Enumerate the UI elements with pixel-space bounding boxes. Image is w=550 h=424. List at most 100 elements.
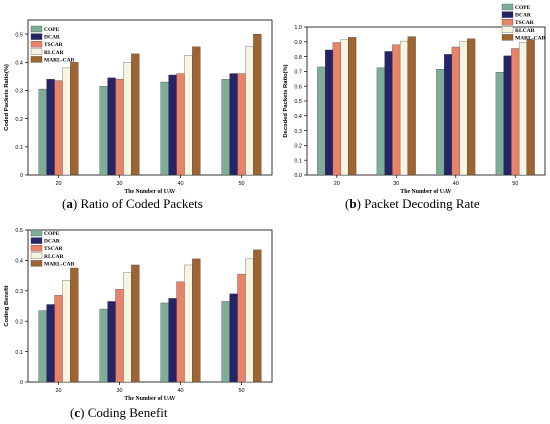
- bar-dcar-40: [168, 298, 177, 383]
- y-tick-label: 0.2: [15, 319, 23, 325]
- chart-b: 0.0 0.1 0.2 0.3 0.4 0.5 0.6 0.7 0.8 0.9 1.0 20 30 40 5…: [283, 3, 547, 195]
- y-tick-label: 0.1: [15, 145, 23, 151]
- bar-rlcar-40: [184, 55, 193, 176]
- legend-label-cope: COPE: [44, 231, 60, 237]
- y-tick-label: 0.2: [294, 144, 302, 150]
- x-tick-label: 40: [177, 181, 183, 187]
- y-tick-label: 0.3: [15, 89, 23, 95]
- y-tick-label: 0.4: [294, 114, 302, 120]
- bar-marl-car-30: [131, 53, 140, 176]
- bar-rlcar-20: [62, 280, 71, 383]
- legend-label-cope: COPE: [44, 27, 60, 33]
- bar-tscar-20: [54, 295, 63, 383]
- bar-rlcar-40: [184, 264, 193, 383]
- bar-cope-30: [99, 86, 108, 176]
- bar-tscar-40: [176, 281, 185, 383]
- bar-rlcar-50: [245, 46, 254, 176]
- bar-cope-40: [436, 69, 445, 176]
- bar-tscar-20: [54, 80, 63, 176]
- y-tick-label: 0.0: [294, 173, 302, 179]
- legend-swatch-marl-car: [30, 56, 43, 63]
- x-axis-label: The Number of UAV: [124, 396, 176, 402]
- bar-cope-40: [160, 302, 169, 383]
- caption-a: (a) Ratio of Coded Packets: [62, 196, 203, 211]
- x-tick-label: 50: [238, 181, 244, 187]
- legend-swatch-cope: [30, 229, 43, 237]
- chart-c: 0 0.1 0.2 0.3 0.4 0.5 20 30 40 50 The Number of UA…: [4, 228, 273, 402]
- bar-tscar-50: [237, 73, 246, 176]
- bar-rlcar-40: [459, 41, 468, 176]
- bar-dcar-20: [324, 49, 334, 176]
- bar-dcar-30: [107, 77, 116, 176]
- bar-cope-30: [376, 67, 385, 176]
- bar-dcar-40: [443, 54, 453, 176]
- legend-swatch-rlcar: [30, 252, 43, 259]
- y-tick-label: 0.9: [294, 40, 302, 46]
- bar-dcar-20: [46, 304, 55, 383]
- legend-swatch-rlcar: [501, 26, 514, 33]
- bar-cope-20: [38, 88, 47, 176]
- legend-label-tscar: TSCAR: [44, 246, 64, 252]
- legend-swatch-tscar: [30, 41, 43, 48]
- chart-panel-a: 0 0.1 0.2 0.3 0.4 0.5 20 30 40 50 The Number of UA…: [0, 0, 275, 212]
- legend-label-cope: COPE: [515, 5, 531, 11]
- legend-swatch-marl-car: [30, 260, 43, 267]
- caption-b: (b) Packet Decoding Rate: [345, 196, 480, 211]
- bar-rlcar-30: [123, 62, 132, 176]
- x-axis-label: The Number of UAV: [124, 189, 176, 195]
- legend-label-marl-car: MARL-CAR: [515, 35, 547, 41]
- legend-swatch-dcar: [30, 33, 43, 40]
- chart-panel-c: 0 0.1 0.2 0.3 0.4 0.5 20 30 40 50 The Number of UA…: [0, 212, 275, 424]
- bar-marl-car-20: [70, 267, 79, 383]
- bar-tscar-50: [237, 273, 246, 383]
- bar-rlcar-50: [518, 42, 528, 176]
- bar-marl-car-40: [192, 258, 201, 383]
- x-axis-label: The Number of UAV: [400, 189, 452, 195]
- y-tick-label: 0.3: [15, 289, 23, 295]
- y-tick-label: 0.1: [15, 350, 23, 356]
- legend-label-tscar: TSCAR: [44, 42, 64, 48]
- y-tick-label: 0.6: [294, 84, 302, 90]
- bar-marl-car-40: [192, 46, 201, 176]
- x-tick-label: 40: [453, 181, 459, 187]
- bar-marl-car-30: [131, 264, 140, 383]
- plot-frame: [27, 229, 273, 383]
- x-tick-label: 20: [55, 181, 61, 187]
- bar-tscar-30: [115, 79, 124, 176]
- bar-marl-car-50: [253, 33, 262, 176]
- bar-tscar-50: [511, 48, 520, 176]
- bar-marl-car-20: [348, 37, 357, 176]
- legend-swatch-dcar: [30, 237, 43, 244]
- bar-dcar-50: [229, 73, 238, 176]
- y-axis-label: Coding Benefit: [4, 285, 10, 326]
- x-tick-label: 30: [116, 388, 122, 394]
- bar-marl-car-30: [407, 36, 416, 176]
- legend-swatch-tscar: [501, 19, 514, 26]
- bar-dcar-50: [503, 55, 512, 176]
- legend-label-rlcar: RLCAR: [44, 254, 65, 260]
- bar-cope-50: [495, 71, 504, 176]
- y-tick-label: 0.4: [15, 60, 23, 66]
- bar-marl-car-50: [526, 39, 535, 176]
- bar-cope-50: [221, 79, 230, 176]
- bar-cope-30: [99, 308, 108, 383]
- bar-marl-car-50: [253, 249, 262, 383]
- plot-frame: [27, 19, 273, 176]
- legend-label-rlcar: RLCAR: [515, 28, 536, 34]
- x-tick-label: 20: [334, 181, 340, 187]
- bar-rlcar-30: [123, 272, 132, 383]
- bar-tscar-20: [332, 42, 341, 176]
- y-tick-label: 0.5: [294, 99, 302, 105]
- bar-rlcar-20: [340, 39, 349, 176]
- legend-label-tscar: TSCAR: [515, 20, 535, 26]
- legend-swatch-cope: [30, 25, 43, 33]
- chart-a: 0 0.1 0.2 0.3 0.4 0.5 20 30 40 50 The Number of UA…: [4, 19, 273, 195]
- y-tick-label: 0.5: [15, 32, 23, 38]
- y-tick-label: 0.5: [15, 228, 23, 234]
- y-axis-label: Coded Packets Ratio(%): [4, 64, 10, 131]
- legend-swatch-cope: [501, 3, 514, 11]
- bar-dcar-50: [229, 293, 238, 383]
- bar-dcar-40: [168, 74, 177, 176]
- y-tick-label: 0.7: [294, 70, 302, 76]
- y-tick-label: 0.8: [294, 55, 302, 61]
